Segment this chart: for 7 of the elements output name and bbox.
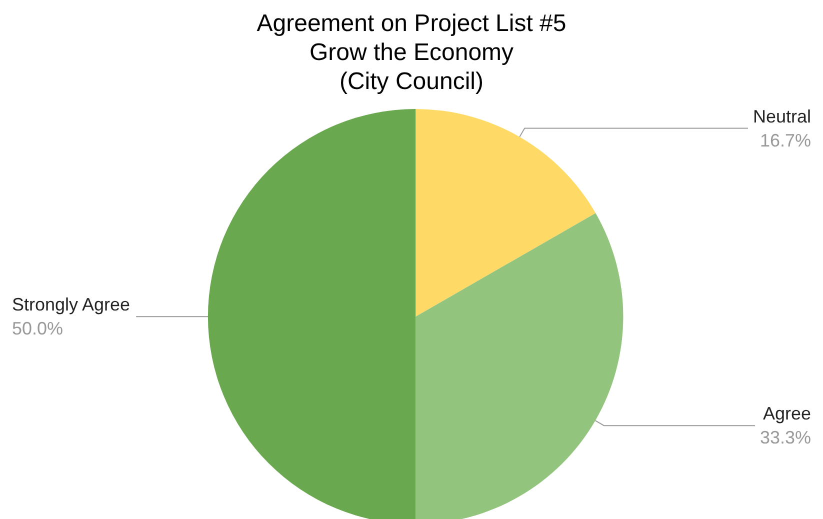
data-label: 16.7% xyxy=(760,130,811,150)
data-label: 33.3% xyxy=(760,428,811,448)
slice-label: Neutral xyxy=(752,106,811,126)
data-label: 50.0% xyxy=(12,318,64,339)
slice-label: Agree xyxy=(762,404,811,424)
slice-label: Strongly Agree xyxy=(12,294,130,315)
chart-title: Agreement on Project List #5 Grow the Economy (City Council) xyxy=(256,10,566,95)
